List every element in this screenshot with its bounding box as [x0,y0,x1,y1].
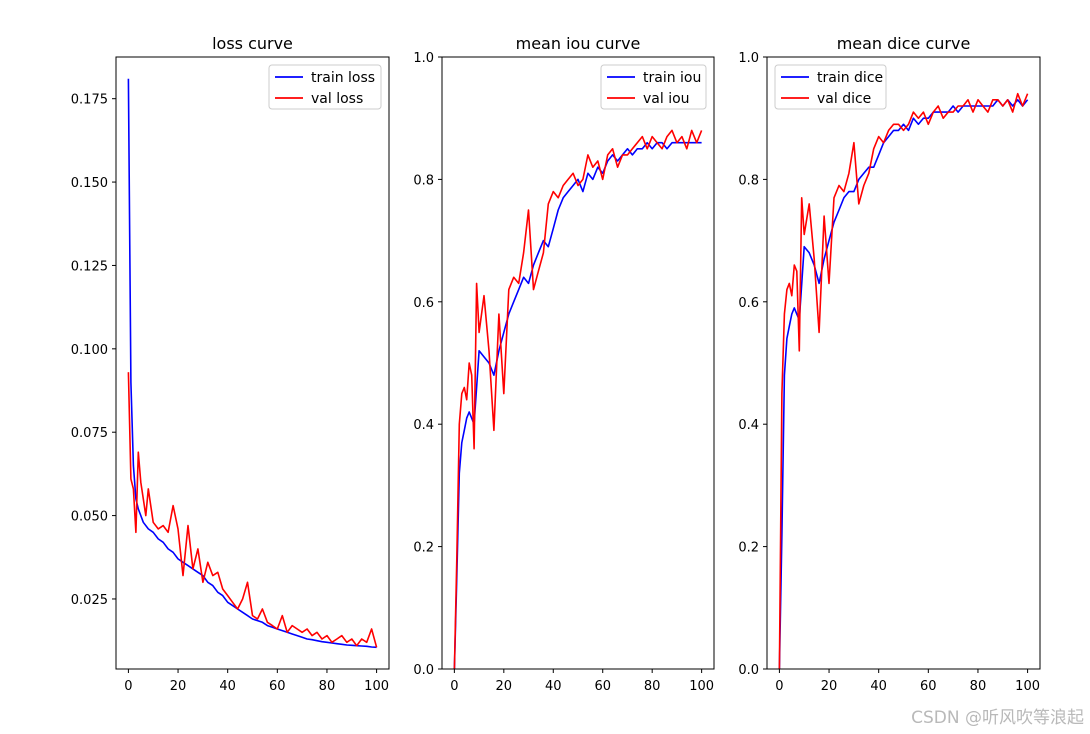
watermark: CSDN @听风吹等浪起 [911,708,1084,728]
legend-label: val dice [817,91,871,107]
y-tick-label: 0.4 [413,418,434,433]
x-tick-label: 60 [920,679,937,694]
y-tick-label: 0.150 [71,176,108,191]
series-line-val [453,129,703,669]
chart-panel-3: mean dice curve 0 20 40 60 80 100 0.0 0.2 0.4 0.6 0… [738,34,1041,694]
chart-panel-1: loss curve 0 20 40 60 80 100 0.025 0.050 0.075 0.1… [71,34,390,694]
x-tick-label: 100 [1015,679,1040,694]
y-tick-label: 0.175 [71,93,108,108]
axes-frame [441,56,715,670]
y-tick-label: 0.100 [71,343,108,358]
legend-label: val iou [643,91,690,107]
y-tick-label: 0.4 [738,418,759,433]
x-tick-label: 60 [269,679,286,694]
chart-title: mean dice curve [837,34,971,53]
y-tick-label: 0.8 [738,173,759,188]
axes-frame [115,56,390,670]
x-tick-label: 40 [219,679,236,694]
y-tick-label: 0.050 [71,510,108,525]
legend: train iou val iou [600,64,707,110]
x-tick-label: 60 [594,679,611,694]
series-line-train [778,99,1029,669]
x-tick-label: 40 [870,679,887,694]
legend-label: val loss [311,91,363,107]
chart-title: mean iou curve [516,34,641,53]
x-tick-label: 100 [364,679,389,694]
y-tick-label: 0.6 [413,296,434,311]
x-tick-label: 0 [775,679,783,694]
series-line-train [453,141,702,669]
x-tick-label: 40 [545,679,562,694]
series-line-val [778,92,1029,669]
y-tick-label: 0.0 [738,663,759,678]
x-tick-label: 20 [496,679,513,694]
chart-panel-2: mean iou curve 0 20 40 60 80 100 0.0 0.2 0.4 0.6 0.… [413,34,715,694]
legend: train dice val dice [774,64,887,110]
x-tick-label: 0 [124,679,132,694]
legend: train loss val loss [268,64,382,110]
y-tick-label: 0.2 [413,541,434,556]
series-line-train [127,78,377,649]
x-tick-label: 100 [689,679,714,694]
x-tick-label: 80 [644,679,661,694]
axes-frame [766,56,1041,670]
x-tick-label: 80 [970,679,987,694]
chart-title: loss curve [212,34,293,53]
legend-label: train dice [817,70,883,86]
y-tick-label: 0.075 [71,426,108,441]
y-tick-label: 1.0 [738,51,759,66]
y-tick-label: 0.0 [413,663,434,678]
y-tick-label: 0.125 [71,259,108,274]
y-tick-label: 0.8 [413,173,434,188]
series-line-val [127,372,378,648]
x-tick-label: 0 [450,679,458,694]
y-tick-label: 0.2 [738,541,759,556]
x-tick-label: 20 [170,679,187,694]
y-tick-label: 1.0 [413,51,434,66]
x-tick-label: 20 [821,679,838,694]
y-tick-label: 0.6 [738,296,759,311]
legend-label: train loss [311,70,375,86]
legend-label: train iou [643,70,701,86]
y-tick-label: 0.025 [71,593,108,608]
x-tick-label: 80 [319,679,336,694]
